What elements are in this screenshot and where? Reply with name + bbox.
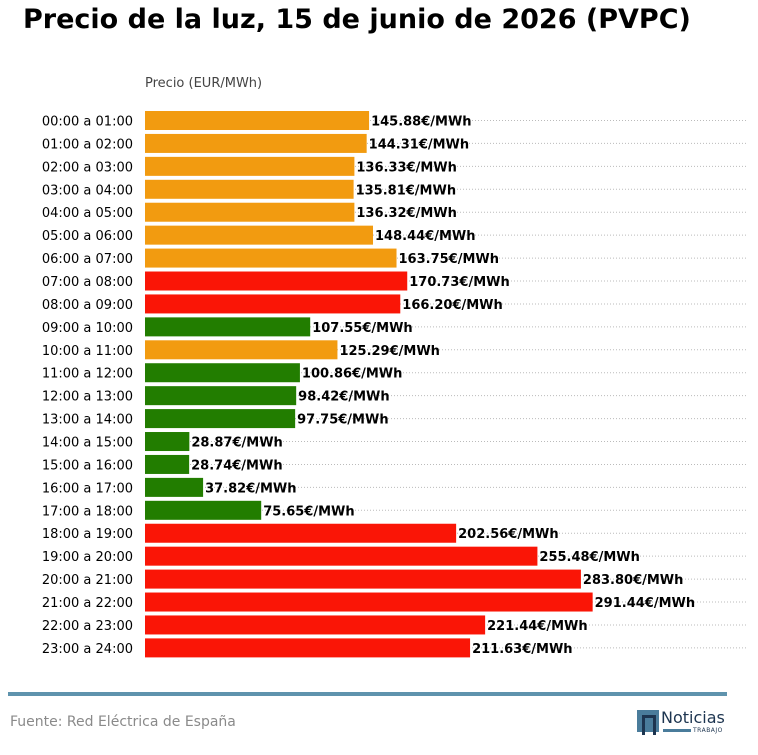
logo-icon — [637, 710, 659, 735]
bar — [145, 294, 401, 314]
bar — [145, 179, 354, 199]
bar — [145, 615, 486, 635]
bar — [145, 317, 311, 337]
bar — [145, 340, 338, 360]
logo-name: Noticias — [661, 708, 725, 727]
chart-title: Precio de la luz, 15 de junio de 2026 (P… — [23, 4, 691, 35]
value-label: 144.31€/MWh — [369, 137, 470, 152]
category-label: 16:00 a 17:00 — [42, 481, 133, 496]
value-label: 211.63€/MWh — [472, 642, 573, 657]
category-label: 01:00 a 02:00 — [42, 137, 133, 152]
value-label: 163.75€/MWh — [399, 252, 500, 267]
bar — [145, 432, 190, 452]
value-label: 283.80€/MWh — [583, 573, 684, 588]
value-label: 136.32€/MWh — [356, 206, 457, 221]
bar — [145, 409, 296, 429]
value-label: 100.86€/MWh — [302, 367, 403, 382]
category-label: 12:00 a 13:00 — [42, 390, 133, 405]
bar — [145, 592, 593, 612]
value-label: 97.75€/MWh — [297, 413, 388, 428]
value-label: 202.56€/MWh — [458, 527, 559, 542]
value-label: 107.55€/MWh — [312, 321, 413, 336]
logo-sub: TRABAJO — [693, 727, 723, 734]
bar — [145, 271, 408, 291]
value-label: 166.20€/MWh — [402, 298, 503, 313]
category-label: 04:00 a 05:00 — [42, 206, 133, 221]
bar — [145, 546, 538, 566]
category-label: 02:00 a 03:00 — [42, 160, 133, 175]
category-label: 19:00 a 20:00 — [42, 550, 133, 565]
bar — [145, 248, 397, 268]
bar — [145, 454, 190, 474]
logo-underline — [663, 729, 691, 732]
value-label: 125.29€/MWh — [339, 344, 440, 359]
value-label: 170.73€/MWh — [409, 275, 510, 290]
category-label: 21:00 a 22:00 — [42, 596, 133, 611]
value-label: 28.74€/MWh — [191, 458, 282, 473]
category-label: 14:00 a 15:00 — [42, 436, 133, 451]
bar — [145, 133, 367, 153]
bar — [145, 225, 374, 245]
category-label: 11:00 a 12:00 — [42, 367, 133, 382]
category-label: 00:00 a 01:00 — [42, 115, 133, 130]
bar — [145, 523, 457, 543]
category-label: 06:00 a 07:00 — [42, 252, 133, 267]
category-label: 17:00 a 18:00 — [42, 504, 133, 519]
noticias-trabajo-logo: Noticias TRABAJO — [637, 708, 737, 738]
value-label: 145.88€/MWh — [371, 115, 472, 130]
category-label: 18:00 a 19:00 — [42, 527, 133, 542]
bar — [145, 202, 355, 222]
category-label: 10:00 a 11:00 — [42, 344, 133, 359]
value-label: 255.48€/MWh — [539, 550, 640, 565]
value-label: 148.44€/MWh — [375, 229, 476, 244]
category-label: 05:00 a 06:00 — [42, 229, 133, 244]
bar — [145, 111, 370, 130]
category-label: 03:00 a 04:00 — [42, 183, 133, 198]
category-label: 09:00 a 10:00 — [42, 321, 133, 336]
value-label: 136.33€/MWh — [356, 160, 457, 175]
bar — [145, 477, 204, 497]
category-label: 22:00 a 23:00 — [42, 619, 133, 634]
category-label: 15:00 a 16:00 — [42, 458, 133, 473]
footer-divider — [8, 692, 727, 696]
value-label: 98.42€/MWh — [298, 390, 389, 405]
bar — [145, 363, 300, 383]
category-label: 08:00 a 09:00 — [42, 298, 133, 313]
value-label: 28.87€/MWh — [191, 436, 282, 451]
value-label: 221.44€/MWh — [487, 619, 588, 634]
value-label: 37.82€/MWh — [205, 481, 296, 496]
bar — [145, 156, 355, 176]
category-label: 23:00 a 24:00 — [42, 642, 133, 657]
category-label: 13:00 a 14:00 — [42, 413, 133, 428]
bar-chart: Precio (EUR/MWh) 00:00 a 01:00 145.88€/MWh… — [42, 76, 748, 658]
value-label: 291.44€/MWh — [595, 596, 696, 611]
value-label: 135.81€/MWh — [356, 183, 457, 198]
bar — [145, 638, 471, 658]
bar — [145, 386, 297, 406]
x-axis-label: Precio (EUR/MWh) — [145, 76, 262, 91]
bar — [145, 500, 262, 520]
value-label: 75.65€/MWh — [263, 504, 354, 519]
category-label: 07:00 a 08:00 — [42, 275, 133, 290]
category-label: 20:00 a 21:00 — [42, 573, 133, 588]
bar — [145, 569, 581, 589]
source-note: Fuente: Red Eléctrica de España — [10, 714, 236, 730]
